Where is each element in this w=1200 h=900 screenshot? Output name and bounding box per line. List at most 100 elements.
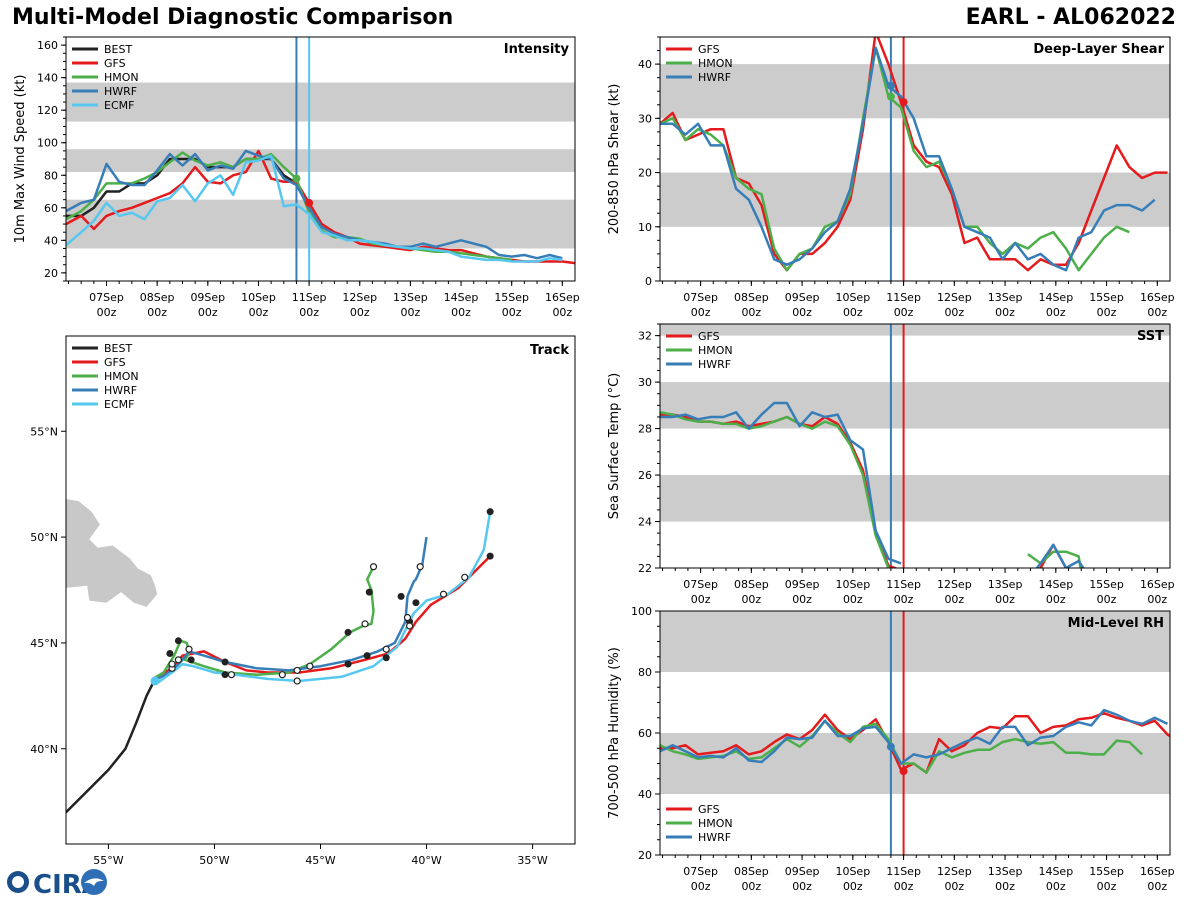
panel-track: 55°W 50°W 45°W 40°W 35°W 40°N 45°N 50°N 55°N Trac… [30,335,576,867]
marker-hwrf [886,742,895,751]
ytick-label: 26 [638,469,652,482]
track-point-open [306,662,314,670]
ytick-label: 80 [638,666,652,679]
ytick-label: 28 [638,423,652,436]
legend-label-hmon: HMON [698,344,733,357]
xtick-label: 13Sep [988,291,1023,304]
xtick-label: 08Sep [734,578,769,591]
track-point-open [278,671,286,679]
series-hwrf [660,401,902,565]
shaded-band-2 [660,324,1170,336]
legend-label-hwrf: HWRF [104,85,137,98]
track-point-open [382,645,390,653]
ytick-label: 40 [638,58,652,71]
xtick-label: 13Sep [988,578,1023,591]
marker-hwrf [886,81,895,90]
xtick-label: 11Sep [886,291,921,304]
xtick-label: 09Sep [190,291,225,304]
xtick-sublabel: 00z [1097,306,1117,319]
ytick-label: 60 [44,202,58,215]
xtick-sublabel: 00z [792,880,812,893]
track-point-open [227,671,236,679]
xtick-label: 15Sep [1089,865,1124,878]
xtick-label: 07Sep [89,291,124,304]
track-point-filled [486,508,494,516]
track-point-open [185,645,193,653]
xtick-label: 09Sep [785,291,820,304]
xtick-sublabel: 00z [147,306,167,319]
xtick-sublabel: 00z [1046,880,1066,893]
xtick-label: 55°W [93,854,123,867]
xtick-label: 16Sep [1140,578,1175,591]
xtick-label: 09Sep [785,865,820,878]
xtick-sublabel: 00z [1097,593,1117,606]
legend-label-best: BEST [104,342,132,355]
series-ecmf [66,154,563,263]
xtick-label: 08Sep [140,291,175,304]
landmass-newfoundland [66,499,158,607]
marker-gfs [899,767,908,776]
xtick-label: 10Sep [835,578,870,591]
shaded-band-2 [66,82,575,122]
plot-frame-sst [659,323,1171,569]
series-hmon [660,411,890,568]
ytick-label: 45°N [30,637,58,650]
panel-intensity: 20 40 60 80 100 120 140 160 07Sep 00z 08Sep 00z 09Se… [13,36,580,319]
xtick-label: 15Sep [494,291,529,304]
ytick-label: 30 [638,376,652,389]
shaded-band-1 [660,611,1170,672]
ytick-label: 60 [638,727,652,740]
panel-title-track: Track [530,343,569,358]
ylabel-sst: Sea Surface Temp (°C) [607,373,622,520]
xtick-sublabel: 00z [198,306,218,319]
xtick-sublabel: 00z [894,306,914,319]
track-point-open [461,573,469,581]
plot-area-shear [660,37,1170,281]
track-point-open [403,613,412,622]
marker-hmon [292,174,301,183]
xtick-sublabel: 00z [944,306,964,319]
xtick-sublabel: 00z [552,306,572,319]
series-hwrf [660,708,1169,765]
xtick-label: 14Sep [1038,291,1073,304]
legend-label-gfs: GFS [698,803,720,816]
xtick-sublabel: 00z [894,880,914,893]
ylabel-intensity: 10m Max Wind Speed (kt) [13,75,28,244]
track-start-marker [150,676,160,686]
xtick-label: 40°W [411,854,441,867]
xtick-label: 09Sep [785,578,820,591]
xtick-label: 16Sep [1140,865,1175,878]
xtick-label: 12Sep [937,578,972,591]
xtick-label: 45°W [305,854,335,867]
series-gfs [660,37,1168,272]
plot-area-sst [660,324,1170,568]
legend-label-gfs: GFS [104,356,126,369]
ytick-label: 100 [631,605,652,618]
track-point-filled [166,650,174,657]
ytick-label: 20 [44,267,58,280]
legend-label-gfs: GFS [698,330,720,343]
xtick-sublabel: 00z [299,306,319,319]
series-gfs [1038,543,1068,568]
xtick-label: 07Sep [683,578,718,591]
legend-label-hwrf: HWRF [104,384,137,397]
track-point-filled [344,628,352,636]
xtick-label: 08Sep [734,865,769,878]
marker-gfs [899,98,908,107]
track-point-open [293,677,301,685]
ytick-label: 24 [638,516,652,529]
xtick-label: 16Sep [1140,291,1175,304]
storm-id: EARL - AL062022 [965,5,1176,30]
ylabel-rh: 700-500 hPa Humidity (%) [607,647,622,819]
legend-label-hwrf: HWRF [698,831,731,844]
xtick-label: 15Sep [1089,291,1124,304]
track-point-open [168,660,176,668]
xtick-sublabel: 00z [249,306,269,319]
ytick-label: 120 [37,104,58,117]
track-point-open [439,590,448,598]
legend-label-ecmf: ECMF [104,398,134,411]
series-hwrf [660,46,1156,272]
track-gfs [152,555,492,680]
xtick-label: 14Sep [1038,578,1073,591]
xtick-label: 16Sep [545,291,580,304]
